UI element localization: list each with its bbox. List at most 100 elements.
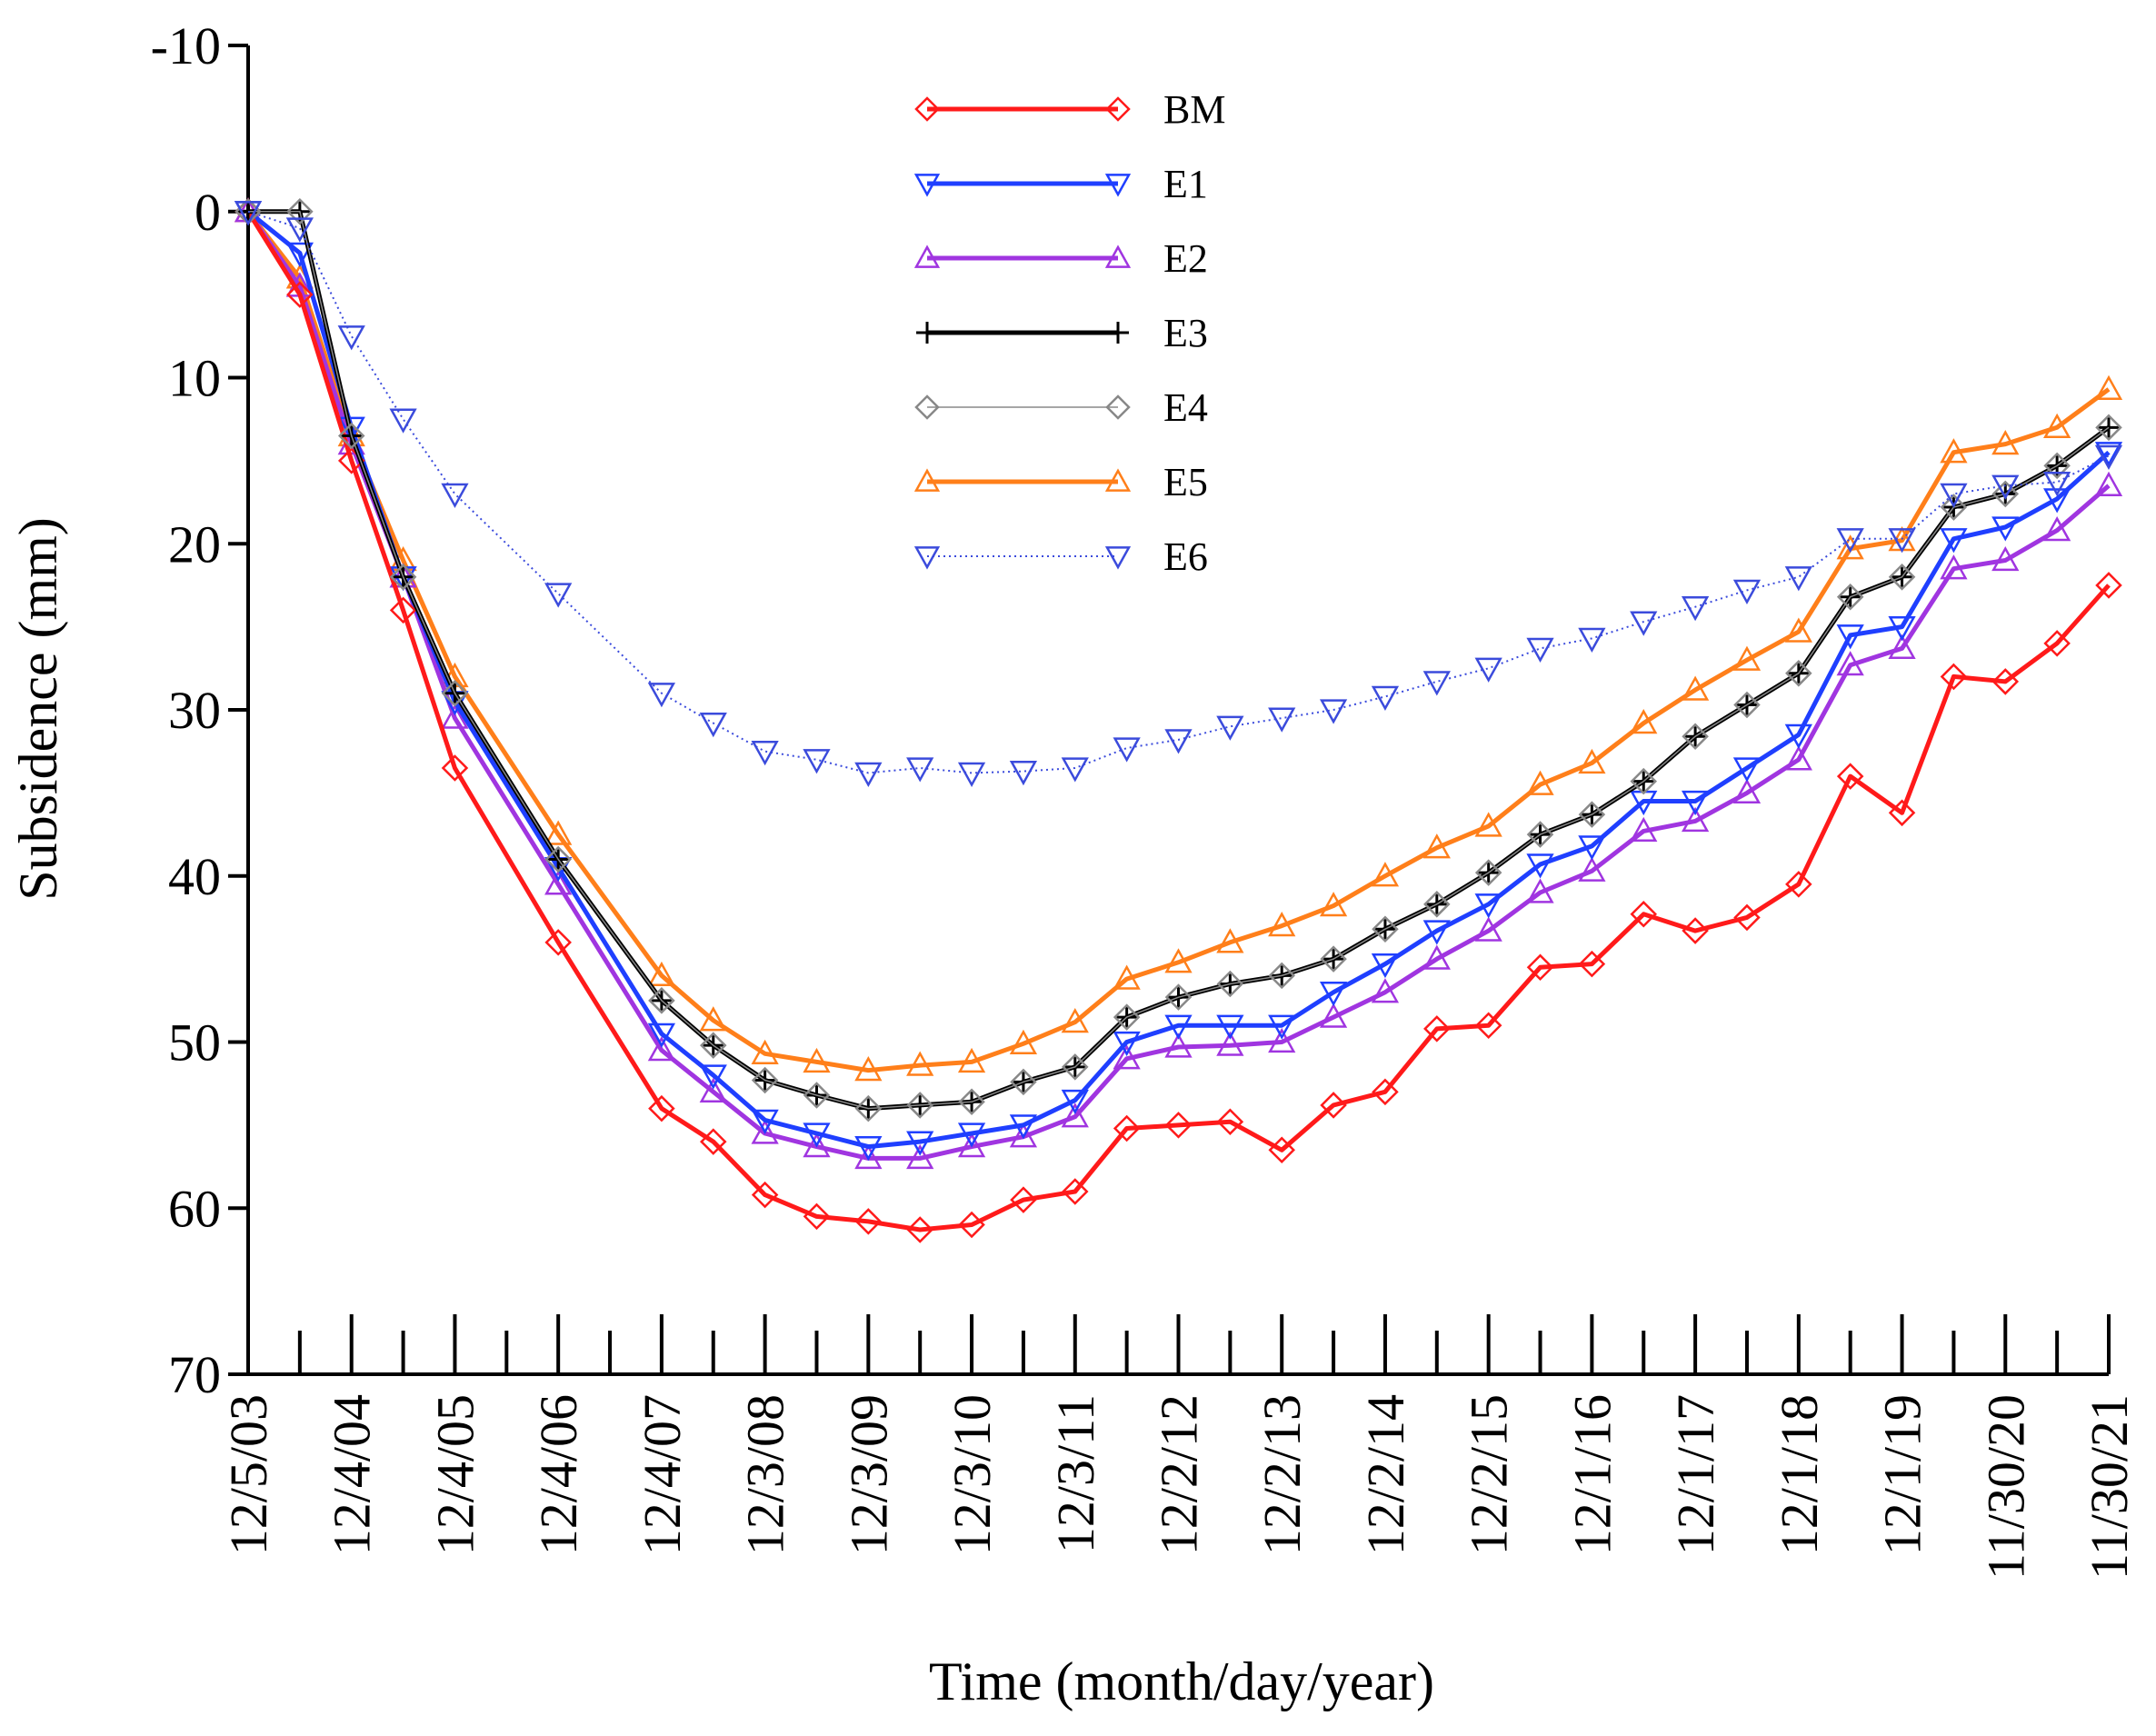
data-point <box>2094 374 2123 400</box>
data-point <box>1113 964 1141 990</box>
legend-label: BM <box>1163 87 1225 132</box>
data-point <box>1888 528 1916 554</box>
series-e1 <box>234 201 2123 1162</box>
data-point <box>1104 546 1132 570</box>
x-tick-label: 12/4/07 <box>633 1394 692 1555</box>
data-point <box>1630 901 1658 928</box>
data-point <box>1320 1092 1347 1119</box>
data-point <box>648 1094 675 1122</box>
data-point <box>1526 953 1554 982</box>
data-point <box>957 762 986 788</box>
data-point <box>854 1055 883 1082</box>
x-tick-label: 12/2/14 <box>1356 1394 1415 1555</box>
data-point <box>1319 892 1348 917</box>
data-point <box>957 1122 986 1148</box>
data-point <box>1113 1044 1141 1070</box>
data-point <box>1216 928 1244 953</box>
data-point <box>2094 444 2123 470</box>
data-point <box>1681 806 1710 833</box>
data-point <box>337 422 365 450</box>
data-point <box>913 546 941 570</box>
data-point <box>1104 174 1132 197</box>
x-tick-label: 12/1/18 <box>1770 1394 1829 1555</box>
data-point <box>1113 1031 1141 1057</box>
data-point <box>1785 871 1812 898</box>
data-point <box>544 870 573 895</box>
data-point <box>906 1131 934 1156</box>
data-point <box>1474 1012 1502 1039</box>
data-point <box>1578 627 1606 653</box>
x-tick-label: 12/3/11 <box>1046 1394 1105 1553</box>
x-tick-label: 12/2/13 <box>1253 1394 1312 1555</box>
legend-item-e1: E1 <box>913 162 1208 206</box>
data-point <box>1061 1102 1089 1128</box>
data-point <box>1268 1014 1296 1040</box>
data-point <box>2043 471 2071 497</box>
data-point <box>1268 707 1296 733</box>
data-point <box>1164 1033 1193 1058</box>
legend: BM E1 E2 E3 E4 E5 E6 <box>913 87 1225 579</box>
x-tick-label: 12/1/17 <box>1666 1394 1725 1555</box>
legend-label: E2 <box>1163 236 1208 281</box>
y-tick-label: 20 <box>168 514 221 574</box>
data-point <box>1104 468 1132 492</box>
data-point <box>1474 657 1502 683</box>
data-point <box>803 1047 831 1073</box>
data-point <box>1423 1015 1451 1043</box>
x-tick-label: 12/3/09 <box>839 1394 898 1555</box>
data-point <box>1319 1003 1348 1028</box>
y-tick-label: 70 <box>168 1345 221 1404</box>
data-point <box>2043 452 2071 480</box>
data-point <box>647 1036 676 1062</box>
series-e4 <box>235 197 2122 1122</box>
data-point <box>1784 723 1812 749</box>
x-tick-label: 12/1/16 <box>1562 1394 1622 1555</box>
data-point <box>1733 691 1761 719</box>
data-point <box>1372 1078 1399 1106</box>
data-point <box>1009 1122 1038 1148</box>
data-point <box>1474 859 1502 886</box>
data-point <box>751 1039 779 1064</box>
data-point <box>1062 1053 1089 1081</box>
data-point <box>389 408 417 434</box>
data-point <box>1836 763 1864 790</box>
data-point <box>1164 948 1193 973</box>
x-tick-label: 12/2/12 <box>1150 1394 1209 1555</box>
data-point <box>1061 1089 1089 1115</box>
series-bm <box>235 197 2122 1243</box>
data-point <box>1371 685 1400 711</box>
data-point <box>285 217 314 243</box>
series-line <box>245 210 2111 1161</box>
data-point <box>1216 1108 1244 1135</box>
y-tick-label: 0 <box>195 183 221 242</box>
data-point <box>1164 1112 1193 1139</box>
data-point <box>647 683 676 708</box>
data-point <box>1105 394 1131 420</box>
data-point <box>803 1132 831 1158</box>
data-point <box>1991 474 2020 500</box>
legend-item-e4: E4 <box>914 385 1208 430</box>
data-point <box>1991 516 2020 542</box>
data-point <box>1888 799 1916 827</box>
data-point <box>854 1094 883 1122</box>
data-point <box>1991 545 2020 572</box>
y-tick-label: 60 <box>168 1179 221 1238</box>
data-point <box>1474 916 1502 942</box>
data-point <box>751 1066 779 1094</box>
data-point <box>1372 915 1399 943</box>
data-point <box>1010 1186 1037 1213</box>
data-point <box>1105 96 1131 122</box>
legend-item-e2: E2 <box>913 236 1208 281</box>
data-point <box>699 1077 727 1102</box>
data-point <box>2043 516 2071 542</box>
data-point <box>1268 912 1296 937</box>
data-point <box>441 483 469 508</box>
data-point <box>1319 699 1348 724</box>
data-point <box>1888 564 1916 591</box>
data-point <box>906 1051 934 1076</box>
legend-item-e3: E3 <box>916 311 1208 355</box>
data-point <box>441 679 469 707</box>
data-point <box>2094 442 2123 467</box>
data-point <box>1164 729 1193 754</box>
data-point <box>1009 1029 1038 1054</box>
